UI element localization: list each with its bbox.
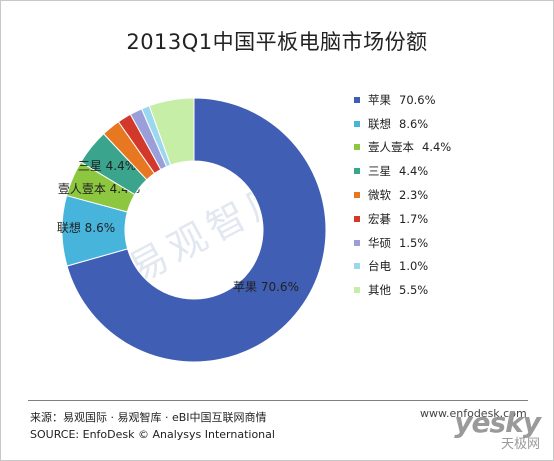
source-chinese: 来源：易观国际 · 易观智库 · eBI中国互联网商情 <box>30 411 267 424</box>
legend-item-8: 其他 5.5% <box>354 278 534 302</box>
legend-item-6: 华硕 1.5% <box>354 231 534 255</box>
chart-title: 2013Q1中国平板电脑市场份额 <box>126 30 428 54</box>
source-english: SOURCE: EnfoDesk © Analysys Internationa… <box>30 428 275 441</box>
legend-name-5: 宏碁 <box>368 211 391 226</box>
slice-label-0: 苹果 70.6% <box>233 280 299 294</box>
legend-name-4: 微软 <box>368 188 391 203</box>
logo-subtitle: 天极网 <box>500 437 540 452</box>
website-url: www.enfodesk.com <box>420 407 527 420</box>
legend-value-3: 4.4% <box>399 164 429 179</box>
legend-swatch-1 <box>354 120 360 127</box>
legend-swatch-5 <box>354 215 360 222</box>
legend-value-5: 1.7% <box>399 211 429 226</box>
legend-swatch-8 <box>354 287 360 294</box>
slice-label-1: 联想 8.6% <box>57 220 115 235</box>
legend-swatch-7 <box>354 263 360 270</box>
legend-name-3: 三星 <box>368 164 391 179</box>
legend-swatch-0 <box>354 96 360 103</box>
legend-name-2: 壹人壹本 <box>368 140 414 155</box>
legend-name-8: 其他 <box>368 283 391 298</box>
legend-value-1: 8.6% <box>399 116 429 131</box>
legend-value-2: 4.4% <box>422 140 452 155</box>
legend-item-4: 微软 2.3% <box>354 183 534 207</box>
legend-name-0: 苹果 <box>368 92 391 107</box>
logo-wordmark: yesky <box>454 406 541 439</box>
legend-item-7: 台电 1.0% <box>354 255 534 279</box>
legend-value-7: 1.0% <box>399 259 429 274</box>
legend-swatch-3 <box>354 168 360 175</box>
legend-swatch-2 <box>354 144 360 151</box>
chart-legend: 苹果 70.6% 联想 8.6% 壹人壹本 4.4% 三星 4.4% 微软 2.3% 宏碁 1.7% 华… <box>354 88 534 302</box>
legend-item-0: 苹果 70.6% <box>354 88 534 112</box>
legend-swatch-4 <box>354 192 360 199</box>
legend-value-6: 1.5% <box>399 235 429 250</box>
slice-8 <box>148 97 195 166</box>
legend-item-2: 壹人壹本 4.4% <box>354 136 534 160</box>
legend-item-1: 联想 8.6% <box>354 112 534 136</box>
footer-divider <box>28 400 528 401</box>
legend-name-6: 华硕 <box>368 235 391 250</box>
legend-item-3: 三星 4.4% <box>354 159 534 183</box>
slice-0 <box>66 97 327 363</box>
slice-label-3: 三星 4.4% <box>78 159 136 173</box>
legend-name-1: 联想 <box>368 116 391 131</box>
legend-value-4: 2.3% <box>399 188 429 203</box>
legend-swatch-6 <box>354 239 360 246</box>
legend-item-5: 宏碁 1.7% <box>354 207 534 231</box>
legend-name-7: 台电 <box>368 259 391 274</box>
legend-value-0: 70.6% <box>399 92 436 107</box>
yesky-logo: yesky 天极网 <box>454 406 541 452</box>
legend-value-8: 5.5% <box>399 283 429 298</box>
